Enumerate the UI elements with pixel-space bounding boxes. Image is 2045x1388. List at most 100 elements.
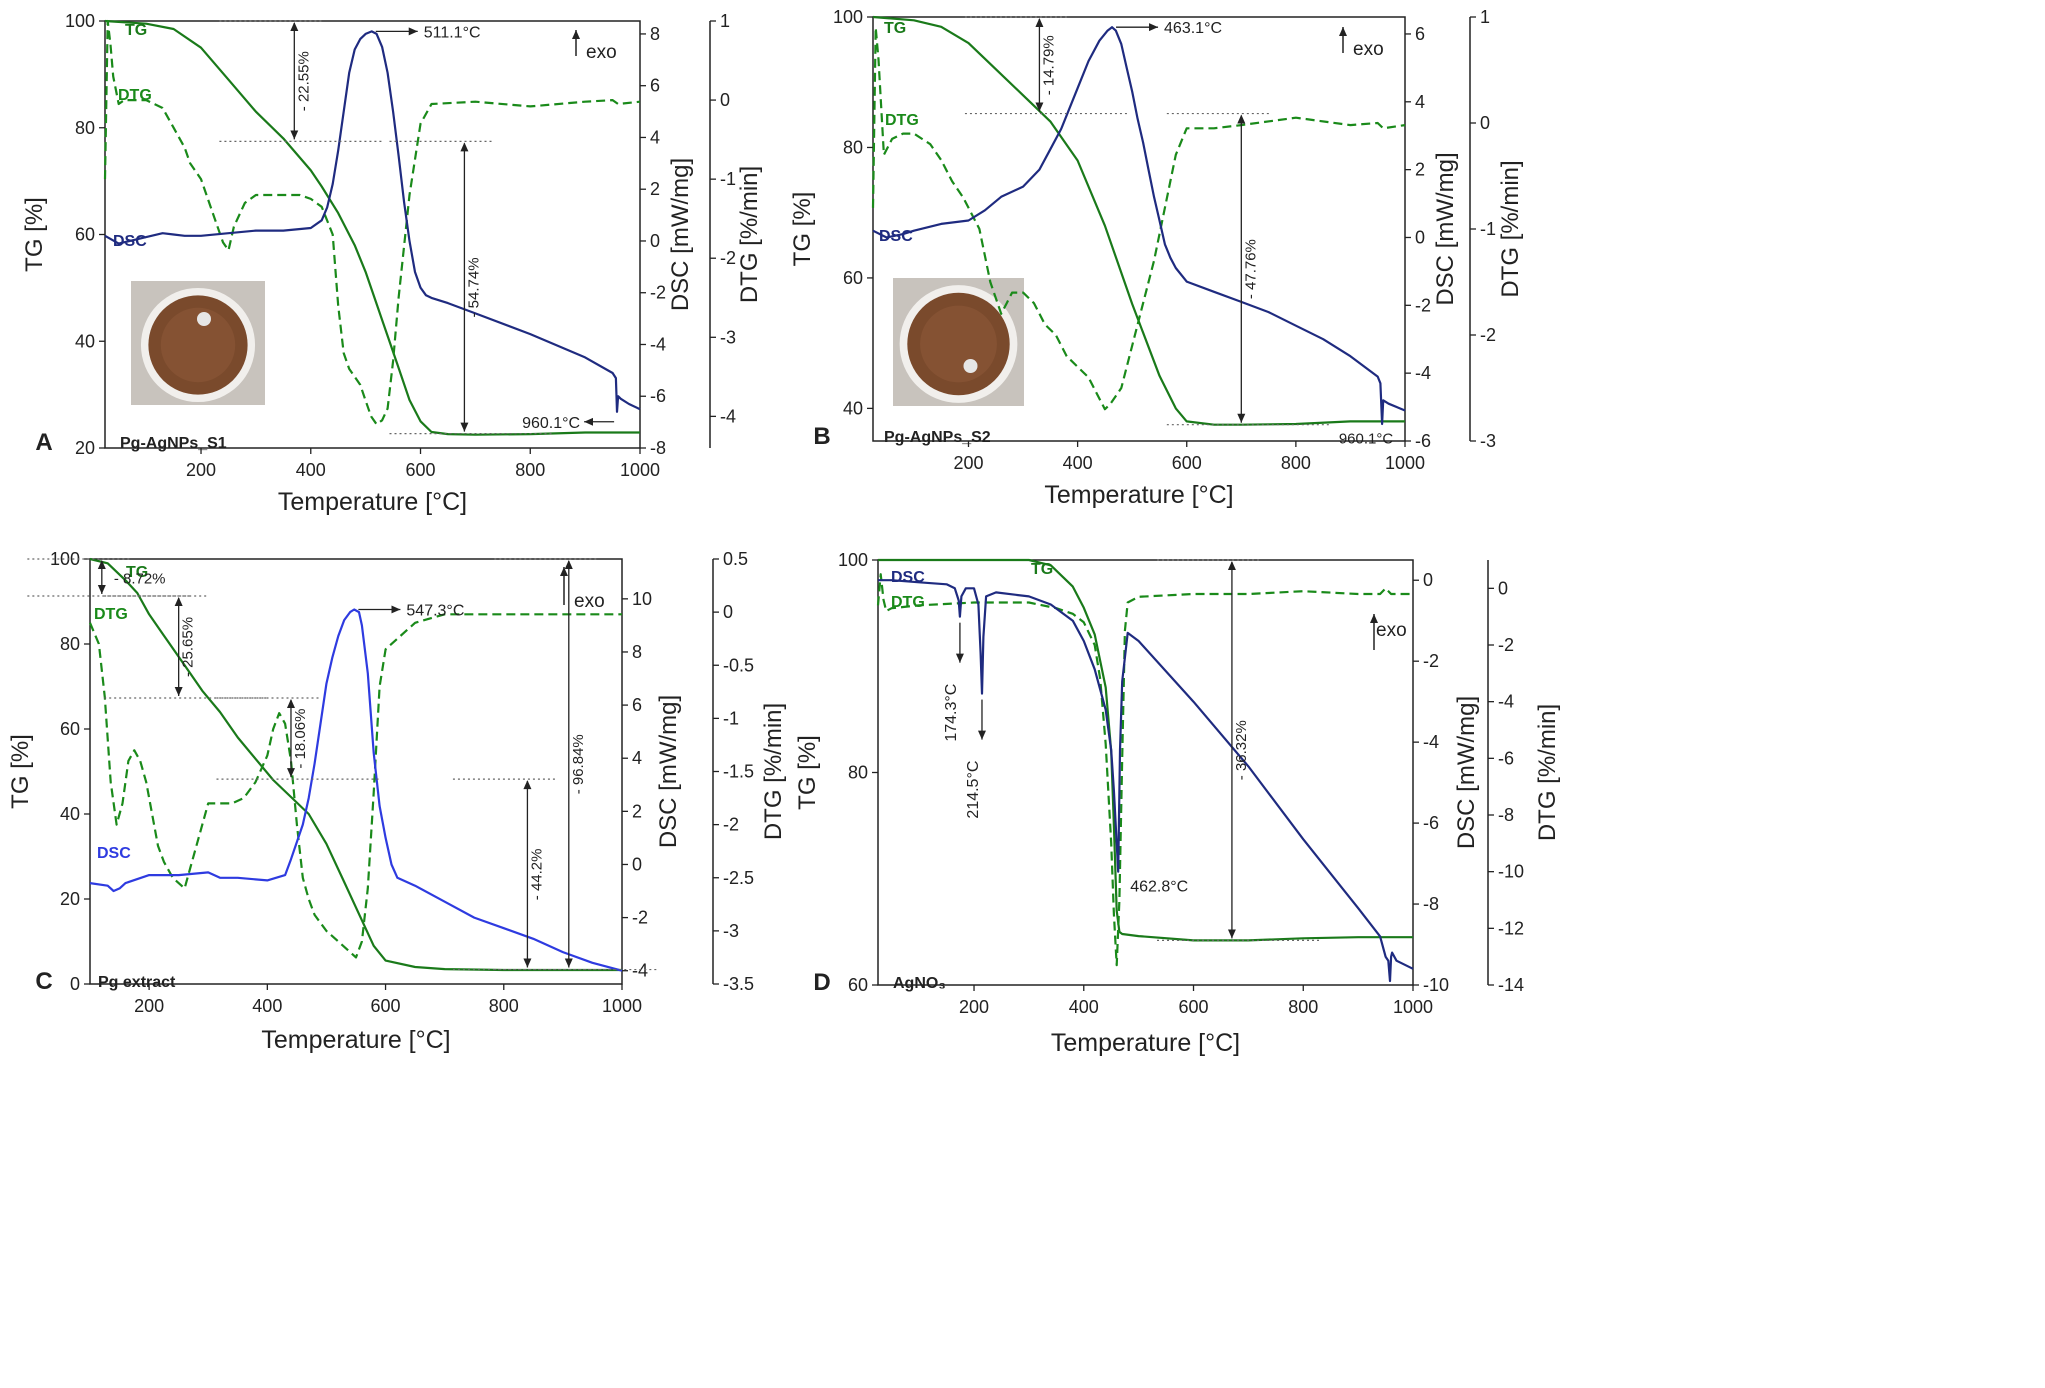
peak-label: 960.1°C bbox=[1339, 431, 1394, 448]
tg-tick-label: 40 bbox=[843, 398, 863, 418]
dsc-tick-label: -2 bbox=[650, 283, 666, 303]
x-tick-label: 400 bbox=[296, 460, 326, 480]
tg-tick-label: 60 bbox=[60, 719, 80, 739]
tg-tick-label: 60 bbox=[75, 225, 95, 245]
peak-label: 462.8°C bbox=[1130, 879, 1188, 896]
tg-legend-label: TG bbox=[884, 20, 906, 37]
residue-center bbox=[160, 307, 236, 383]
tg-axis-label: TG [%] bbox=[21, 197, 48, 272]
peak-label: 960.1°C bbox=[522, 415, 580, 432]
tg-tick-label: 100 bbox=[833, 7, 863, 27]
tg-legend-label: TG bbox=[1031, 561, 1053, 578]
tg-axis-label: TG [%] bbox=[789, 192, 816, 267]
x-tick-label: 400 bbox=[252, 996, 282, 1016]
dsc-tick-label: 0 bbox=[632, 854, 642, 874]
peak-label: 547.3°C bbox=[406, 602, 464, 619]
plot-frame bbox=[877, 559, 1414, 986]
x-tick-label: 400 bbox=[1063, 453, 1093, 473]
tg-tick-label: 100 bbox=[65, 11, 95, 31]
dtg-tick-label: -1 bbox=[720, 169, 736, 189]
dsc-tick-label: -4 bbox=[1423, 732, 1439, 752]
x-tick-label: 800 bbox=[1288, 997, 1318, 1017]
panel-letter: C bbox=[35, 968, 52, 995]
dtg-tick-label: -3 bbox=[720, 327, 736, 347]
dsc-curve bbox=[878, 579, 1414, 983]
exo-label: exo bbox=[574, 591, 605, 612]
dtg-tick-label: 1 bbox=[1480, 7, 1490, 27]
x-tick-label: 1000 bbox=[1393, 997, 1433, 1017]
mass-loss-label: - 18.06% bbox=[292, 709, 309, 769]
tg-tick-label: 80 bbox=[843, 137, 863, 157]
dsc-tick-label: 8 bbox=[650, 24, 660, 44]
dtg-tick-label: 0 bbox=[723, 602, 733, 622]
tg-tick-label: 80 bbox=[75, 118, 95, 138]
dtg-tick-label: -2 bbox=[1498, 635, 1514, 655]
dsc-tick-label: 0 bbox=[1423, 570, 1433, 590]
sample-label: Pg extract bbox=[98, 974, 176, 991]
tg-tick-label: 80 bbox=[60, 634, 80, 654]
tg-tick-label: 60 bbox=[843, 268, 863, 288]
mass-loss-label: - 47.76% bbox=[1242, 239, 1259, 299]
tg-legend-label: TG bbox=[126, 564, 148, 581]
dtg-tick-label: -0.5 bbox=[723, 655, 754, 675]
dsc-axis-label: DSC [mW/mg] bbox=[1453, 696, 1480, 849]
panel-letter: A bbox=[35, 429, 52, 456]
dtg-tick-label: -1 bbox=[1480, 219, 1496, 239]
x-tick-label: 1000 bbox=[1385, 453, 1425, 473]
dsc-legend-label: DSC bbox=[891, 569, 925, 586]
peak-label: 511.1°C bbox=[424, 24, 481, 41]
tg-curve bbox=[89, 557, 622, 972]
tg-legend-label: TG bbox=[125, 22, 147, 39]
dsc-legend-label: DSC bbox=[97, 845, 131, 862]
dsc-tick-label: 6 bbox=[632, 695, 642, 715]
exo-label: exo bbox=[1353, 39, 1384, 60]
dtg-legend-label: DTG bbox=[94, 606, 128, 623]
dtg-tick-label: -2 bbox=[723, 815, 739, 835]
x-tick-label: 200 bbox=[186, 460, 216, 480]
tg-curve bbox=[872, 15, 1405, 426]
dtg-tick-label: -3 bbox=[1480, 431, 1496, 451]
dsc-tick-label: 2 bbox=[632, 801, 642, 821]
dtg-legend-label: DTG bbox=[891, 594, 925, 611]
x-tick-label: 200 bbox=[134, 996, 164, 1016]
tg-tick-label: 20 bbox=[75, 438, 95, 458]
x-tick-label: 800 bbox=[1281, 453, 1311, 473]
x-tick-label: 400 bbox=[1069, 997, 1099, 1017]
dtg-tick-label: 0 bbox=[1498, 578, 1508, 598]
x-tick-label: 800 bbox=[489, 996, 519, 1016]
mass-loss-label: - 25.65% bbox=[180, 617, 197, 677]
residue-center bbox=[920, 305, 997, 383]
mass-loss-label: - 36.32% bbox=[1233, 720, 1250, 780]
sample-label: AgNO₃ bbox=[893, 975, 946, 992]
x-axis-label: Temperature [°C] bbox=[261, 1026, 450, 1054]
panel-d: 200 400 600 800 1000 Temperature [°C] 60 80 100 T… bbox=[794, 550, 1561, 1057]
dtg-tick-label: 0 bbox=[1480, 113, 1490, 133]
dtg-tick-label: 1 bbox=[720, 11, 730, 31]
dsc-axis-label: DSC [mW/mg] bbox=[667, 158, 694, 311]
tg-tick-label: 40 bbox=[60, 804, 80, 824]
dsc-legend-label: DSC bbox=[879, 228, 913, 245]
dsc-tick-label: 2 bbox=[650, 179, 660, 199]
dtg-tick-label: -8 bbox=[1498, 805, 1514, 825]
x-axis-label: Temperature [°C] bbox=[1044, 481, 1233, 509]
dsc-axis-label: DSC [mW/mg] bbox=[655, 695, 682, 848]
plot-frame bbox=[872, 16, 1406, 442]
panel-letter: D bbox=[813, 969, 830, 996]
dtg-tick-label: -3.5 bbox=[723, 974, 754, 994]
dsc-tick-label: 6 bbox=[1415, 24, 1425, 44]
dsc-tick-label: -6 bbox=[650, 386, 666, 406]
dsc-tick-label: 2 bbox=[1415, 160, 1425, 180]
crucible-photo bbox=[131, 281, 265, 405]
tg-tick-label: 100 bbox=[838, 550, 868, 570]
dsc-tick-label: 8 bbox=[632, 642, 642, 662]
crucible-photo bbox=[893, 278, 1024, 406]
dsc-tick-label: -6 bbox=[1423, 813, 1439, 833]
dtg-curve bbox=[103, 19, 641, 426]
dtg-axis-label: DTG [%/min] bbox=[760, 703, 787, 840]
x-tick-label: 200 bbox=[959, 997, 989, 1017]
dsc-tick-label: -2 bbox=[1423, 651, 1439, 671]
dtg-tick-label: -4 bbox=[1498, 692, 1514, 712]
x-tick-label: 600 bbox=[1178, 997, 1208, 1017]
dtg-tick-label: -1 bbox=[723, 708, 739, 728]
